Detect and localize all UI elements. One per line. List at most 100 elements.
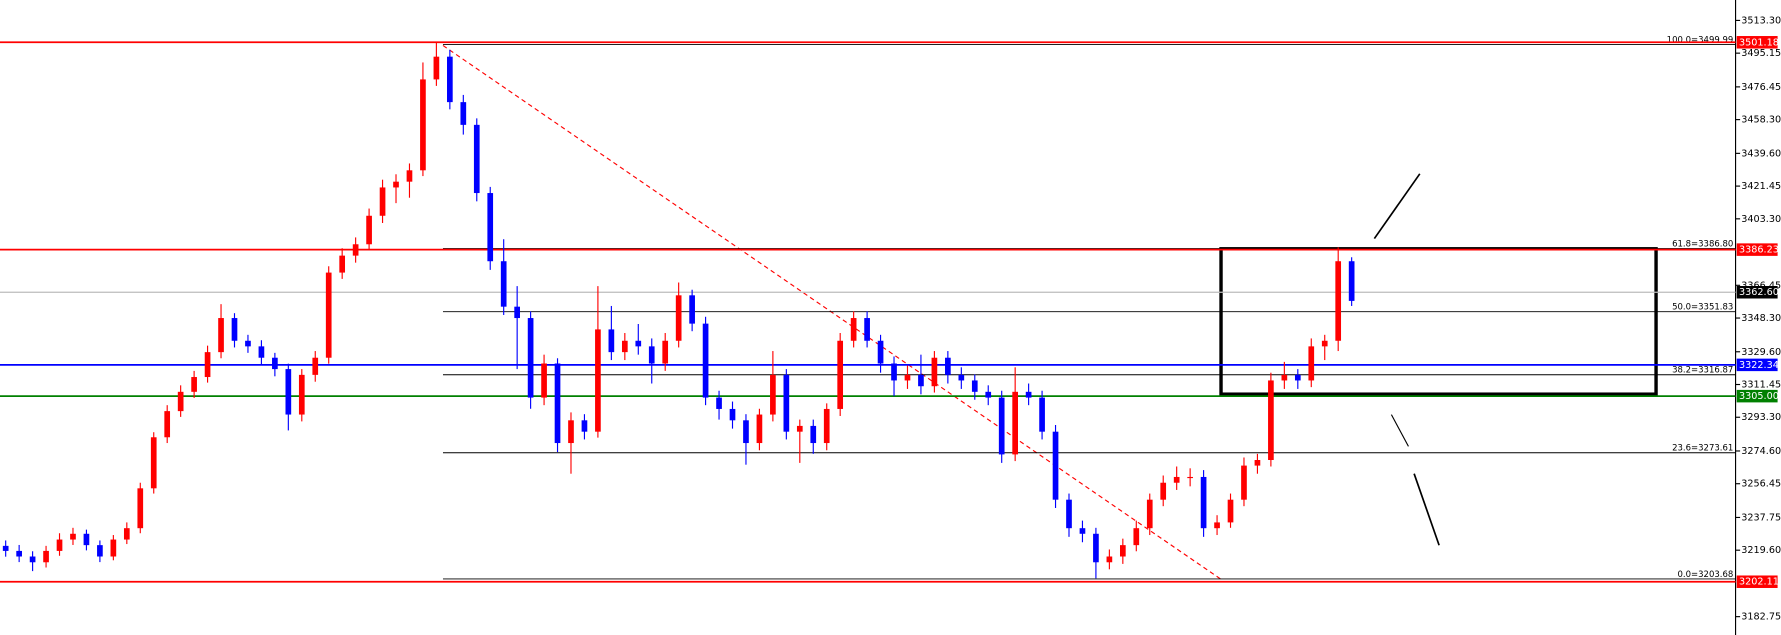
y-tick-label: 3439.60	[1741, 148, 1781, 159]
candle-body	[1294, 374, 1301, 381]
price-badge-label: 3501.18	[1739, 37, 1779, 48]
fib-label: 50.0=3351.83	[1672, 303, 1733, 313]
candle-body	[702, 323, 709, 398]
candle-body	[1214, 522, 1220, 529]
candle-body	[164, 411, 171, 438]
y-tick-label: 3513.30	[1741, 15, 1781, 26]
candle-body	[1321, 340, 1328, 347]
candle-body	[850, 318, 857, 341]
candle-body	[662, 340, 669, 364]
candle-body	[447, 56, 453, 103]
candle-body	[56, 539, 63, 551]
candle-body	[998, 397, 1005, 455]
fib-label: 0.0=3203.68	[1677, 570, 1733, 580]
candle-body	[837, 340, 844, 409]
candle-body	[743, 420, 749, 444]
price-badge	[1736, 36, 1778, 49]
fib-label: 38.2=3316.87	[1672, 366, 1733, 376]
price-badge	[1736, 389, 1778, 403]
candle-body	[1268, 380, 1274, 460]
candle-body	[1093, 533, 1099, 563]
candle-body	[796, 425, 803, 432]
y-tick-label: 3495.15	[1741, 48, 1781, 59]
candle-body	[110, 539, 117, 557]
candle-body	[1335, 261, 1342, 341]
candle-body	[568, 420, 574, 444]
candle-body	[97, 545, 103, 557]
candle-body	[1241, 465, 1247, 500]
candle-body	[1066, 499, 1072, 529]
candle-body	[1106, 556, 1113, 563]
candle-body	[285, 369, 292, 415]
candle-body	[716, 397, 722, 409]
candle-body	[985, 391, 992, 398]
candle-body	[1052, 431, 1059, 500]
candle-body	[298, 374, 305, 415]
candle-body	[2, 545, 9, 551]
candle-body	[339, 255, 346, 273]
y-tick-label: 3403.30	[1741, 214, 1781, 225]
candle-body	[1012, 391, 1018, 455]
candle-body	[83, 533, 90, 546]
candle-body	[918, 374, 924, 387]
candle-body	[258, 346, 265, 358]
candle-body	[1348, 261, 1355, 301]
y-tick-label: 3311.45	[1741, 380, 1781, 391]
candle-body	[1146, 499, 1153, 529]
candle-body	[958, 374, 965, 381]
y-tick-label: 3329.60	[1741, 347, 1781, 358]
y-tick-label: 3476.45	[1741, 82, 1781, 93]
trend-line	[442, 44, 1222, 580]
candle-body	[621, 340, 628, 353]
candle-body	[1308, 346, 1315, 381]
candle-body	[904, 374, 911, 381]
candle-body	[1200, 476, 1207, 529]
arrow-down	[1413, 473, 1440, 546]
candle-body	[783, 374, 790, 432]
candle-body	[756, 414, 763, 444]
candle-body	[1227, 499, 1234, 523]
candle-body	[554, 363, 561, 444]
fib-label: 61.8=3386.80	[1672, 240, 1733, 250]
candle-body	[433, 56, 440, 80]
candle-body	[1119, 545, 1126, 557]
candle-body	[487, 193, 494, 262]
candle-body	[608, 329, 615, 353]
price-badge-label: 3362.60	[1739, 287, 1779, 298]
candle-body	[931, 357, 938, 387]
candle-body	[595, 329, 601, 432]
y-tick-label: 3421.45	[1741, 181, 1781, 192]
price-badge	[1736, 358, 1778, 372]
candle-body	[891, 363, 897, 381]
fib-label: 100.0=3499.99	[1667, 35, 1734, 45]
y-tick-label: 3458.30	[1741, 115, 1781, 126]
candle-body	[123, 528, 130, 540]
candle-body	[1173, 476, 1180, 483]
candle-body	[877, 340, 884, 364]
candle-body	[393, 181, 399, 188]
price-badge	[1736, 285, 1778, 299]
candle-body	[864, 318, 870, 341]
y-tick-label: 3219.60	[1741, 545, 1781, 556]
price-badge	[1736, 243, 1778, 256]
y-tick-label: 3256.45	[1741, 479, 1781, 490]
candle-body	[218, 318, 224, 353]
candle-body	[514, 306, 520, 319]
candle-body	[1133, 528, 1140, 546]
price-badge-label: 3202.11	[1739, 577, 1779, 588]
candle-body	[137, 488, 144, 529]
candle-body	[43, 550, 49, 563]
y-tick-label: 3274.60	[1741, 446, 1781, 457]
candle-body	[823, 408, 830, 444]
candle-body	[635, 340, 642, 347]
candle-body	[581, 420, 588, 432]
candle-body	[1254, 459, 1261, 466]
candle-body	[500, 261, 507, 307]
candle-body	[1281, 374, 1288, 381]
candle-body	[177, 391, 184, 412]
y-tick-label: 3293.30	[1741, 412, 1781, 423]
candle-body	[648, 346, 655, 364]
